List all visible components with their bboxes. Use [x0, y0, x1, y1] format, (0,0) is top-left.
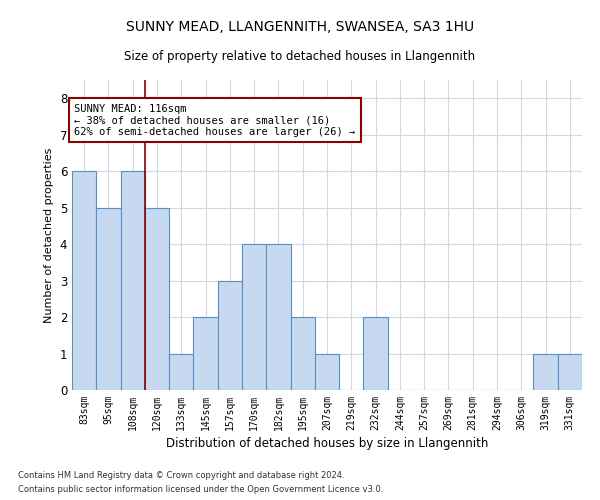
Bar — [266, 244, 290, 390]
Bar — [121, 171, 145, 390]
Bar — [558, 354, 582, 390]
Bar — [364, 317, 388, 390]
Y-axis label: Number of detached properties: Number of detached properties — [44, 148, 54, 322]
Text: Contains HM Land Registry data © Crown copyright and database right 2024.: Contains HM Land Registry data © Crown c… — [18, 470, 344, 480]
Bar — [290, 317, 315, 390]
Text: Contains public sector information licensed under the Open Government Licence v3: Contains public sector information licen… — [18, 486, 383, 494]
Bar — [193, 317, 218, 390]
Text: Size of property relative to detached houses in Llangennith: Size of property relative to detached ho… — [124, 50, 476, 63]
Text: SUNNY MEAD: 116sqm
← 38% of detached houses are smaller (16)
62% of semi-detache: SUNNY MEAD: 116sqm ← 38% of detached hou… — [74, 104, 356, 137]
Bar — [315, 354, 339, 390]
Bar — [145, 208, 169, 390]
Bar — [72, 171, 96, 390]
X-axis label: Distribution of detached houses by size in Llangennith: Distribution of detached houses by size … — [166, 437, 488, 450]
Bar — [218, 280, 242, 390]
Bar — [96, 208, 121, 390]
Text: SUNNY MEAD, LLANGENNITH, SWANSEA, SA3 1HU: SUNNY MEAD, LLANGENNITH, SWANSEA, SA3 1H… — [126, 20, 474, 34]
Bar — [242, 244, 266, 390]
Bar — [169, 354, 193, 390]
Bar — [533, 354, 558, 390]
